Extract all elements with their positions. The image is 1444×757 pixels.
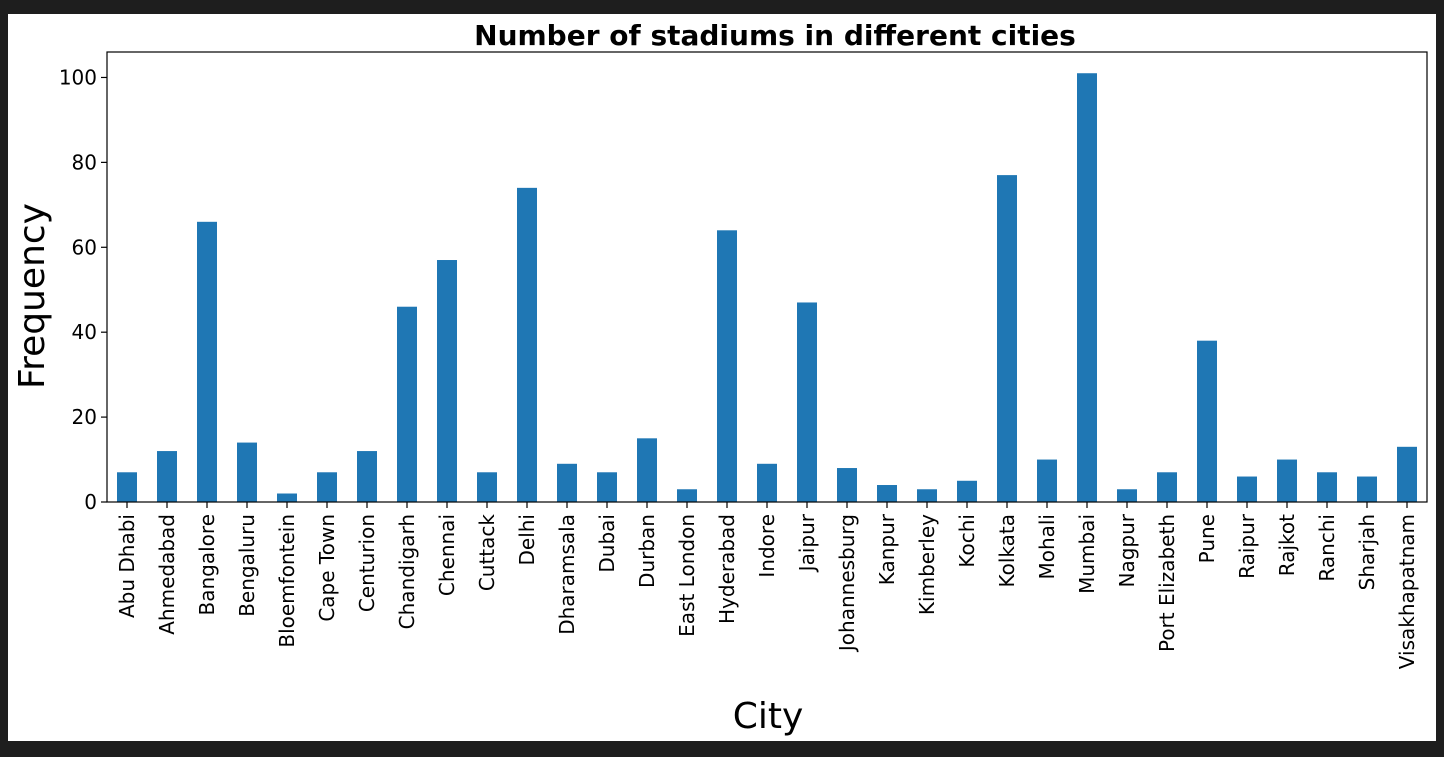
bar-kolkata bbox=[997, 175, 1017, 503]
bar-rajkot bbox=[1277, 459, 1297, 502]
bar-jaipur bbox=[797, 302, 817, 502]
bar-chart: Number of stadiums in different cities F… bbox=[12, 19, 1428, 737]
bar-chennai bbox=[437, 260, 457, 502]
x-tick-label: Bangalore bbox=[195, 514, 219, 615]
x-tick-label: Pune bbox=[1195, 514, 1219, 563]
x-tick-label: Ranchi bbox=[1315, 514, 1339, 582]
y-axis-ticks: 0 20 40 60 80 100 bbox=[59, 65, 107, 514]
bar-nagpur bbox=[1117, 489, 1137, 502]
bar-pune bbox=[1197, 340, 1217, 502]
bar-ahmedabad bbox=[157, 451, 177, 502]
x-tick-label: Visakhapatnam bbox=[1395, 514, 1419, 669]
y-tick-label: 60 bbox=[72, 235, 97, 259]
x-tick-label: Cape Town bbox=[315, 514, 339, 622]
x-axis-ticks: Abu Dhabi Ahmedabad Bangalore Bengaluru Bloe… bbox=[115, 502, 1419, 669]
bar-mohali bbox=[1037, 459, 1057, 502]
x-tick-label: Rajkot bbox=[1275, 514, 1299, 576]
x-tick-label: Jaipur bbox=[795, 513, 819, 573]
x-tick-label: Port Elizabeth bbox=[1155, 514, 1179, 652]
bar-raipur bbox=[1237, 476, 1257, 502]
x-tick-label: Mohali bbox=[1035, 514, 1059, 580]
bar-bangalore bbox=[197, 221, 217, 502]
x-tick-label: Nagpur bbox=[1115, 513, 1139, 587]
x-tick-label: Delhi bbox=[515, 514, 539, 566]
bar-cuttack bbox=[477, 472, 497, 502]
x-tick-label: Kanpur bbox=[875, 513, 899, 585]
x-tick-label: Hyderabad bbox=[715, 514, 739, 624]
plot-frame bbox=[106, 51, 1428, 503]
x-tick-label: Kochi bbox=[955, 514, 979, 568]
bar-port-elizabeth bbox=[1157, 472, 1177, 502]
x-tick-label: Dharamsala bbox=[555, 514, 579, 635]
x-tick-label: Raipur bbox=[1235, 513, 1259, 579]
y-tick-label: 100 bbox=[59, 65, 97, 89]
x-tick-label: Kimberley bbox=[915, 514, 939, 615]
x-tick-label: Dubai bbox=[595, 514, 619, 573]
bar-visakhapatnam bbox=[1397, 446, 1417, 502]
x-tick-label: Mumbai bbox=[1075, 514, 1099, 594]
x-tick-label: Ahmedabad bbox=[155, 514, 179, 635]
bar-abu-dhabi bbox=[117, 472, 137, 502]
bar-indore bbox=[757, 463, 777, 502]
bar-johannesburg bbox=[837, 468, 857, 502]
x-axis-label: City bbox=[733, 696, 804, 737]
bar-chandigarh bbox=[397, 306, 417, 502]
y-tick-label: 40 bbox=[72, 320, 97, 344]
chart-figure: Number of stadiums in different cities F… bbox=[8, 14, 1436, 741]
bar-kimberley bbox=[917, 489, 937, 502]
x-tick-label: Chandigarh bbox=[395, 514, 419, 629]
x-tick-label: East London bbox=[675, 514, 699, 637]
bar-hyderabad bbox=[717, 230, 737, 503]
bar-mumbai bbox=[1077, 73, 1097, 503]
bar-dharamsala bbox=[557, 463, 577, 502]
y-tick-label: 80 bbox=[72, 150, 97, 174]
bar-sharjah bbox=[1357, 476, 1377, 502]
bar-ranchi bbox=[1317, 472, 1337, 502]
bar-kochi bbox=[957, 480, 977, 502]
x-tick-label: Cuttack bbox=[475, 514, 499, 592]
x-tick-label: Kolkata bbox=[995, 514, 1019, 588]
bars-layer bbox=[117, 73, 1417, 503]
x-tick-label: Sharjah bbox=[1355, 514, 1379, 590]
y-axis-label: Frequency bbox=[12, 203, 53, 389]
bar-kanpur bbox=[877, 485, 897, 502]
bar-bengaluru bbox=[237, 442, 257, 502]
x-tick-label: Centurion bbox=[355, 514, 379, 612]
y-tick-label: 0 bbox=[84, 490, 97, 514]
x-tick-label: Bloemfontein bbox=[275, 514, 299, 648]
x-tick-label: Johannesburg bbox=[835, 514, 859, 653]
x-tick-label: Chennai bbox=[435, 514, 459, 596]
chart-title: Number of stadiums in different cities bbox=[474, 19, 1076, 52]
x-tick-label: Abu Dhabi bbox=[115, 514, 139, 618]
bar-east-london bbox=[677, 489, 697, 502]
bar-centurion bbox=[357, 451, 377, 502]
bar-dubai bbox=[597, 472, 617, 502]
bar-cape-town bbox=[317, 472, 337, 502]
x-tick-label: Indore bbox=[755, 514, 779, 578]
bar-bloemfontein bbox=[277, 493, 297, 502]
y-tick-label: 20 bbox=[72, 405, 97, 429]
x-tick-label: Bengaluru bbox=[235, 514, 259, 617]
bar-durban bbox=[637, 438, 657, 502]
bar-delhi bbox=[517, 187, 537, 502]
x-tick-label: Durban bbox=[635, 514, 659, 588]
